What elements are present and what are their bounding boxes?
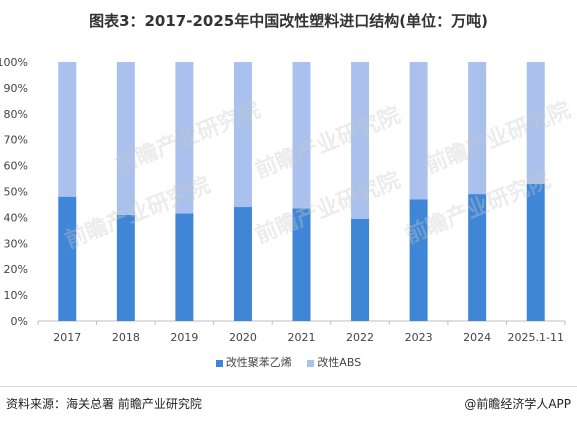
bar-series-1 bbox=[233, 207, 252, 321]
stacked-bar-chart: 0% 10% 20% 30% 40% 50% 60% 70% 80% 90% 100% 2017 201… bbox=[0, 56, 566, 344]
y-tick-label: 60% bbox=[4, 160, 28, 173]
y-tick-label: 10% bbox=[4, 289, 28, 302]
legend-swatch-series-1 bbox=[215, 359, 223, 367]
y-tick-label: 0% bbox=[11, 315, 28, 328]
chart-legend: 改性聚苯乙烯 改性ABS bbox=[0, 354, 577, 370]
bar-series-1 bbox=[116, 214, 135, 321]
source-note: 资料来源：海关总署 前瞻产业研究院 bbox=[6, 397, 202, 411]
bar-series-1 bbox=[526, 183, 545, 321]
x-tick-label: 2019 bbox=[170, 331, 198, 344]
bar-series-2 bbox=[58, 62, 77, 197]
bar-series-2 bbox=[233, 62, 252, 208]
legend-item-series-2: 改性ABS bbox=[307, 354, 361, 370]
x-tick-label: 2021 bbox=[288, 331, 316, 344]
footer: 资料来源：海关总署 前瞻产业研究院 @前瞻经济学人APP bbox=[6, 395, 571, 415]
x-tick-label: 2024 bbox=[463, 331, 491, 344]
bar-series-2 bbox=[175, 62, 194, 214]
bar-series-2 bbox=[351, 62, 370, 219]
x-tick-label: 2025.1-11 bbox=[507, 331, 563, 344]
y-tick-label: 20% bbox=[4, 263, 28, 276]
bar-series-2 bbox=[409, 62, 428, 200]
y-tick-label: 90% bbox=[4, 82, 28, 95]
footer-divider bbox=[0, 386, 577, 387]
bar-series-2 bbox=[116, 62, 135, 215]
x-tick-label: 2022 bbox=[346, 331, 374, 344]
credit-note: @前瞻经济学人APP bbox=[464, 397, 571, 411]
bar-series-1 bbox=[58, 196, 77, 321]
legend-label-series-2: 改性ABS bbox=[317, 356, 362, 369]
y-tick-label: 40% bbox=[4, 211, 28, 224]
legend-item-series-1: 改性聚苯乙烯 bbox=[215, 354, 292, 370]
y-tick-label: 80% bbox=[4, 108, 28, 121]
legend-swatch-series-2 bbox=[307, 359, 315, 367]
bar-series-2 bbox=[526, 62, 545, 184]
bar-series-1 bbox=[175, 213, 194, 321]
y-tick-label: 50% bbox=[4, 186, 28, 199]
bar-series-2 bbox=[468, 62, 487, 195]
chart-title: 图表3：2017-2025年中国改性塑料进口结构(单位：万吨) bbox=[89, 12, 488, 30]
legend-label-series-1: 改性聚苯乙烯 bbox=[225, 356, 292, 369]
bar-series-1 bbox=[468, 194, 487, 321]
bar-series-1 bbox=[351, 218, 370, 321]
bar-series-2 bbox=[292, 62, 311, 209]
y-tick-label: 100% bbox=[0, 56, 28, 69]
bar-series-1 bbox=[292, 208, 311, 321]
y-tick-label: 30% bbox=[4, 237, 28, 250]
x-tick-label: 2023 bbox=[405, 331, 433, 344]
y-tick-label: 70% bbox=[4, 134, 28, 147]
x-tick-label: 2017 bbox=[53, 331, 81, 344]
x-tick-label: 2020 bbox=[229, 331, 257, 344]
bar-series-1 bbox=[409, 199, 428, 321]
x-tick-label: 2018 bbox=[112, 331, 140, 344]
